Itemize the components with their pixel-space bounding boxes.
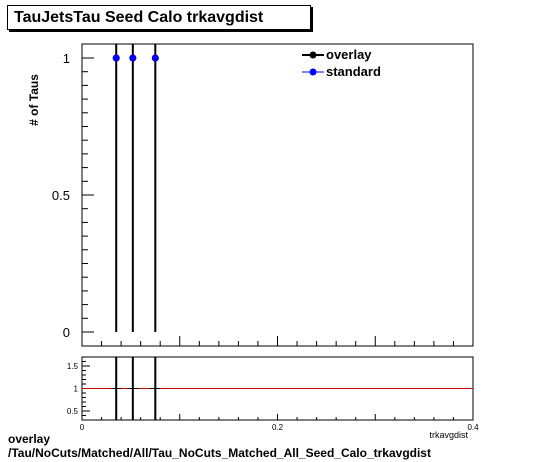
footer-label: overlay — [8, 432, 51, 446]
chart-title-box: TauJetsTau Seed Calo trkavgdist — [7, 5, 311, 30]
main-plot-frame — [81, 43, 474, 347]
ratio-y-tick-label: 1 — [74, 385, 79, 394]
legend-entry-standard: standard — [302, 64, 381, 79]
footer-path: /Tau/NoCuts/Matched/All/Tau_NoCuts_Match… — [8, 446, 431, 460]
chart-title: TauJetsTau Seed Calo trkavgdist — [14, 9, 264, 26]
legend-label-overlay: overlay — [326, 47, 372, 62]
standard-point — [112, 54, 120, 62]
x-tick-label: 0 — [80, 423, 85, 432]
standard-point — [151, 54, 159, 62]
y-axis-label: # of Taus — [27, 74, 41, 126]
main-data — [112, 44, 159, 332]
legend-label-standard: standard — [326, 64, 381, 79]
legend-entry-overlay: overlay — [302, 47, 372, 62]
x-tick-label: 0.4 — [467, 423, 479, 432]
y-tick-label: 0.5 — [52, 188, 70, 203]
x-tick-label: 0.2 — [272, 423, 284, 432]
legend: overlay standard — [302, 47, 381, 79]
y-tick-label: 0 — [63, 325, 70, 340]
y-tick-label: 1 — [63, 51, 70, 66]
x-axis-label: trkavgdist — [429, 430, 468, 440]
ratio-data — [82, 357, 473, 420]
standard-point — [129, 54, 137, 62]
main-axes: 00.51 — [52, 51, 474, 346]
ratio-y-tick-label: 1.5 — [67, 362, 79, 371]
ratio-y-tick-label: 0.5 — [67, 407, 79, 416]
ratio-axes: 0.5 1 1.5 0 0.2 0.4 — [67, 356, 479, 432]
